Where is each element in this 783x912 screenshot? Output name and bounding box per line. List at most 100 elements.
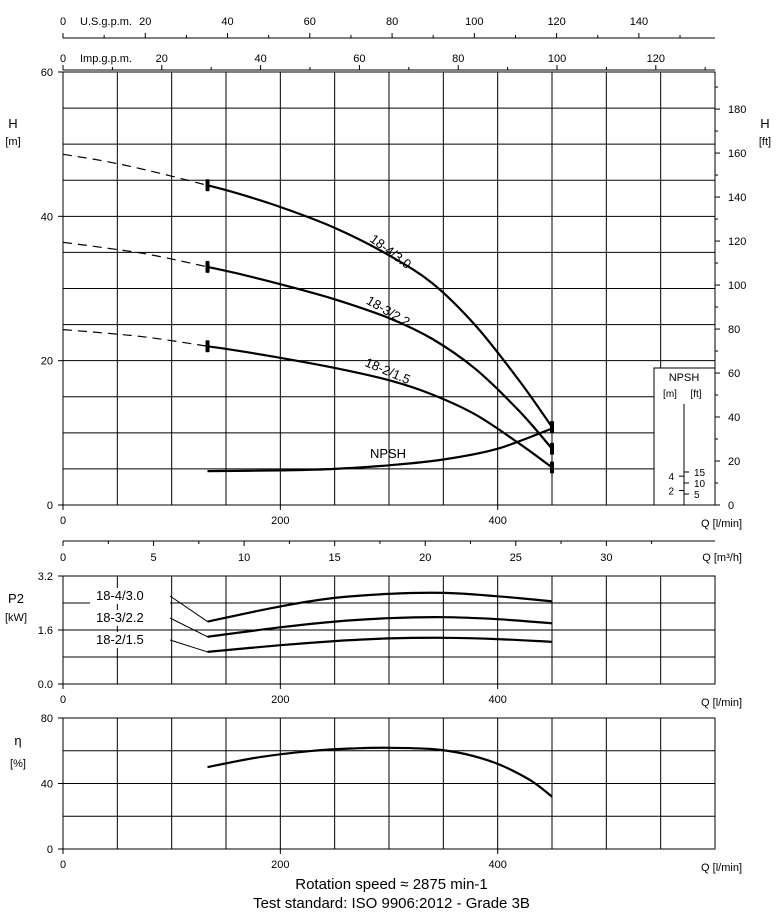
flow-m3h-tick-label: 20 <box>419 552 431 564</box>
y-tick-label: 1.6 <box>38 625 53 637</box>
usgpm-tick-label: 120 <box>547 16 565 28</box>
y-tick-label: 0 <box>47 500 53 512</box>
power-label-leader <box>169 617 208 638</box>
impgpm-tick-label: 100 <box>548 53 566 65</box>
head-curve-dashed-18-4-3-0 <box>62 153 208 186</box>
efficiency-curve <box>207 746 553 798</box>
flow-m3h-tick-label: 25 <box>510 552 522 564</box>
operating-start-marker <box>205 260 210 273</box>
y2-tick-label: 0 <box>728 500 734 512</box>
x-tick-label: 200 <box>271 694 289 706</box>
usgpm-axis-label: U.S.g.p.m. <box>80 16 132 28</box>
x-tick-label: 200 <box>271 515 289 527</box>
flow-m3h-tick-label: 0 <box>60 552 66 564</box>
power-label-leader <box>169 595 208 622</box>
operating-end-marker <box>550 421 554 434</box>
y2-tick-label: 180 <box>728 104 746 116</box>
impgpm-tick-label: 40 <box>254 53 266 65</box>
npsh-m-tick-label: 2 <box>668 487 674 498</box>
usgpm-tick-label: 100 <box>465 16 483 28</box>
test-standard-caption: Test standard: ISO 9906:2012 - Grade 3B <box>253 895 530 912</box>
flow-m3h-tick-label: 15 <box>329 552 341 564</box>
y2-tick-label: 120 <box>728 236 746 248</box>
usgpm-tick-label: 20 <box>139 16 151 28</box>
head-curve-label: 18-2/1.5 <box>363 355 413 387</box>
y-axis-unit: [m] <box>5 136 20 148</box>
impgpm-axis-label: Imp.g.p.m. <box>80 53 132 65</box>
power-curve-18-2-1-5 <box>207 636 553 653</box>
operating-end-marker <box>550 461 554 474</box>
usgpm-tick-label: 0 <box>60 16 66 28</box>
y2-tick-label: 100 <box>728 280 746 292</box>
usgpm-tick-label: 60 <box>304 16 316 28</box>
power-label-bg <box>90 610 170 626</box>
y-tick-label: 0 <box>47 844 53 856</box>
head-curve-18-3-2-2 <box>207 265 553 450</box>
y2-tick-label: 40 <box>728 412 740 424</box>
power-curve-18-3-2-2 <box>207 616 553 638</box>
x-axis-label: Q [l/min] <box>701 518 742 530</box>
impgpm-tick-label: 0 <box>60 53 66 65</box>
x-tick-label: 400 <box>488 515 506 527</box>
power-curve-label: 18-4/3.0 <box>96 588 144 603</box>
power-label-bg <box>90 588 170 604</box>
usgpm-tick-label: 40 <box>221 16 233 28</box>
impgpm-tick-label: 120 <box>647 53 665 65</box>
flow-m3h-tick-label: 5 <box>150 552 156 564</box>
head-curve-label: NPSH <box>370 446 406 461</box>
rotation-speed-caption: Rotation speed ≈ 2875 min-1 <box>295 876 488 893</box>
y2-tick-label: 60 <box>728 368 740 380</box>
y2-tick-label: 20 <box>728 456 740 468</box>
head-curve-18-4-3-0 <box>207 184 553 428</box>
y2-axis-label: H <box>760 116 769 131</box>
x-tick-label: 400 <box>488 859 506 871</box>
npsh-m-tick-label: 4 <box>668 472 674 483</box>
usgpm-tick-label: 80 <box>386 16 398 28</box>
flow-m3h-tick-label: 10 <box>238 552 250 564</box>
operating-end-marker <box>550 442 554 455</box>
y-tick-label: 0.0 <box>38 679 53 691</box>
y2-tick-label: 80 <box>728 324 740 336</box>
x-tick-label: 0 <box>60 694 66 706</box>
npsh-ft-tick-label: 15 <box>694 468 706 479</box>
y-axis-unit: [%] <box>10 758 26 770</box>
operating-start-marker <box>205 179 210 192</box>
x-axis-label: Q [l/min] <box>701 862 742 874</box>
y-axis-label: P2 <box>8 591 24 606</box>
x-tick-label: 400 <box>488 694 506 706</box>
y2-axis-unit: [ft] <box>759 136 771 148</box>
y-tick-label: 20 <box>41 356 53 368</box>
y2-tick-label: 160 <box>728 148 746 160</box>
head-curve-dashed-18-2-1-5 <box>62 329 208 347</box>
x-tick-label: 0 <box>60 515 66 527</box>
flow-m3h-axis-label: Q [m³/h] <box>702 552 742 564</box>
npsh-ft-tick-label: 10 <box>694 479 706 490</box>
y-axis-unit: [kW] <box>5 612 27 624</box>
power-label-leader <box>169 639 208 653</box>
x-axis-label: Q [l/min] <box>701 697 742 709</box>
usgpm-tick-label: 140 <box>630 16 648 28</box>
y2-tick-label: 140 <box>728 192 746 204</box>
x-tick-label: 0 <box>60 859 66 871</box>
y-tick-label: 40 <box>41 211 53 223</box>
power-curve-label: 18-3/2.2 <box>96 610 144 625</box>
operating-start-marker <box>205 340 210 353</box>
flow-m3h-tick-label: 30 <box>600 552 612 564</box>
npsh-ft-tick-label: 5 <box>694 490 700 501</box>
power-curve-label: 18-2/1.5 <box>96 632 144 647</box>
x-tick-label: 200 <box>271 859 289 871</box>
head-curve-label: 18-4/3.0 <box>367 231 414 272</box>
y-tick-label: 60 <box>41 67 53 79</box>
y-tick-label: 40 <box>41 779 53 791</box>
impgpm-tick-label: 60 <box>353 53 365 65</box>
y-axis-label: H <box>8 116 17 131</box>
impgpm-tick-label: 20 <box>156 53 168 65</box>
impgpm-tick-label: 80 <box>452 53 464 65</box>
y-axis-label: η <box>14 733 21 748</box>
npsh-inset-unit-ft: [ft] <box>690 389 701 400</box>
head-curve-npsh <box>207 427 553 473</box>
y-tick-label: 3.2 <box>38 571 53 583</box>
head-curve-18-2-1-5 <box>207 345 553 469</box>
npsh-inset-unit-m: [m] <box>663 389 677 400</box>
head-curve-dashed-18-3-2-2 <box>62 241 208 268</box>
